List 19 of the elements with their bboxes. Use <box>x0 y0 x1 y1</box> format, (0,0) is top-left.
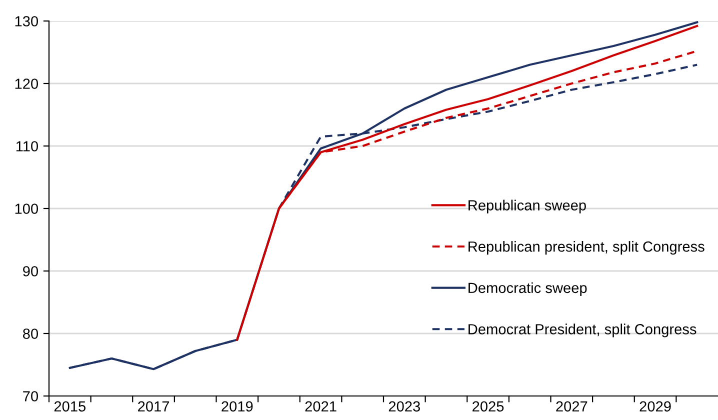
y-tick-label: 70 <box>23 391 38 402</box>
x-tick-label: 2029 <box>640 401 671 412</box>
y-tick-label: 90 <box>23 266 38 276</box>
x-tick-label: 2021 <box>305 401 336 412</box>
y-tick-label: 110 <box>16 141 38 152</box>
y-tick-label: 80 <box>22 328 38 339</box>
x-tick-label: 2023 <box>388 401 420 412</box>
x-tick-label: 2019 <box>222 401 253 412</box>
x-tick-label: 2017 <box>138 401 170 412</box>
y-tick-label: 100 <box>15 204 38 214</box>
y-tick-label: 130 <box>15 16 38 26</box>
y-tick-label: 120 <box>15 78 38 89</box>
legend-label: Democratic sweep <box>468 282 587 296</box>
x-tick-label: 2027 <box>556 401 588 412</box>
legend-label: Republican sweep <box>468 200 586 214</box>
x-tick-label: 2025 <box>472 401 504 412</box>
legend-label: Democrat President, split Congress <box>468 324 696 338</box>
x-tick-label: 2015 <box>54 401 86 412</box>
legend-label: Republican president, split Congress <box>468 241 704 255</box>
